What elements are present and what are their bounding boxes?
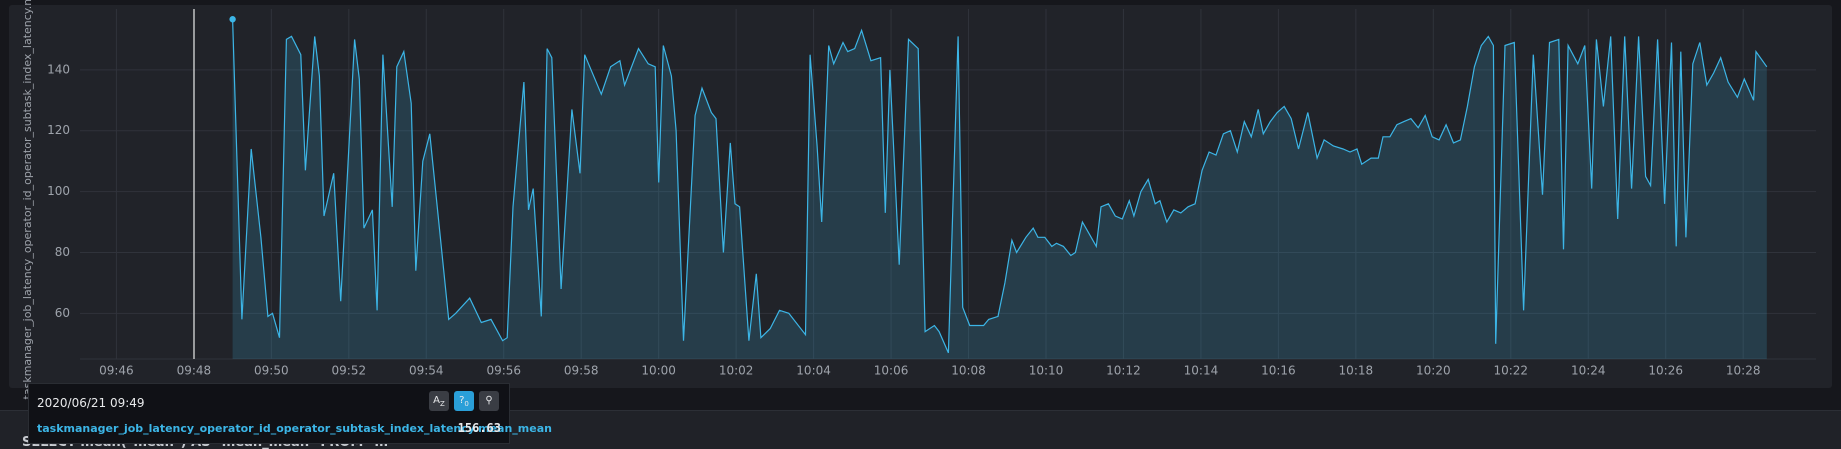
x-tick-label: 10:16 [1261, 364, 1296, 378]
tooltip: 2020/06/21 09:49 AZ ?0 ⚲ taskmanager_job… [28, 383, 552, 444]
x-tick-label: 10:08 [951, 364, 986, 378]
x-tick-label: 10:18 [1339, 364, 1374, 378]
y-tick-label: 140 [47, 62, 70, 76]
x-tick-label: 10:02 [719, 364, 754, 378]
x-tick-label: 10:28 [1726, 364, 1761, 378]
y-tick-label: 80 [55, 245, 70, 259]
hover-point [229, 16, 236, 23]
filter-icon[interactable]: ?0 [454, 391, 474, 411]
x-tick-label: 10:24 [1571, 364, 1606, 378]
tooltip-value: 156.63 [457, 421, 501, 435]
panel [9, 5, 1832, 388]
x-tick-label: 09:46 [99, 364, 134, 378]
x-tick-label: 10:26 [1648, 364, 1683, 378]
x-tick-label: 10:04 [796, 364, 831, 378]
y-tick-label: 120 [47, 123, 70, 137]
y-tick-label: 60 [55, 306, 70, 320]
y-tick-label: 100 [47, 184, 70, 198]
y-axis-label: taskmanager_job_latency_operator_id_oper… [21, 0, 34, 399]
x-tick-label: 09:54 [409, 364, 444, 378]
x-tick-label: 09:48 [177, 364, 212, 378]
x-tick-label: 10:22 [1493, 364, 1528, 378]
x-tick-label: 10:14 [1184, 364, 1219, 378]
x-tick-label: 10:00 [641, 364, 676, 378]
sort-icon[interactable]: AZ [429, 391, 449, 411]
x-tick-label: 09:52 [332, 364, 367, 378]
tooltip-time: 2020/06/21 09:49 [37, 396, 145, 410]
x-tick-label: 09:50 [254, 364, 289, 378]
x-tick-label: 10:20 [1416, 364, 1451, 378]
chart: taskmanager_job_latency_operator_id_oper… [9, 0, 1832, 399]
x-tick-label: 10:06 [874, 364, 909, 378]
area [232, 19, 1767, 360]
search-icon[interactable]: ⚲ [479, 391, 499, 411]
x-tick-label: 10:12 [1106, 364, 1141, 378]
x-tick-label: 10:10 [1029, 364, 1064, 378]
x-tick-label: 09:56 [486, 364, 521, 378]
tooltip-series-name: taskmanager_job_latency_operator_id_oper… [37, 422, 552, 435]
x-tick-label: 09:58 [564, 364, 599, 378]
line [232, 19, 1768, 354]
